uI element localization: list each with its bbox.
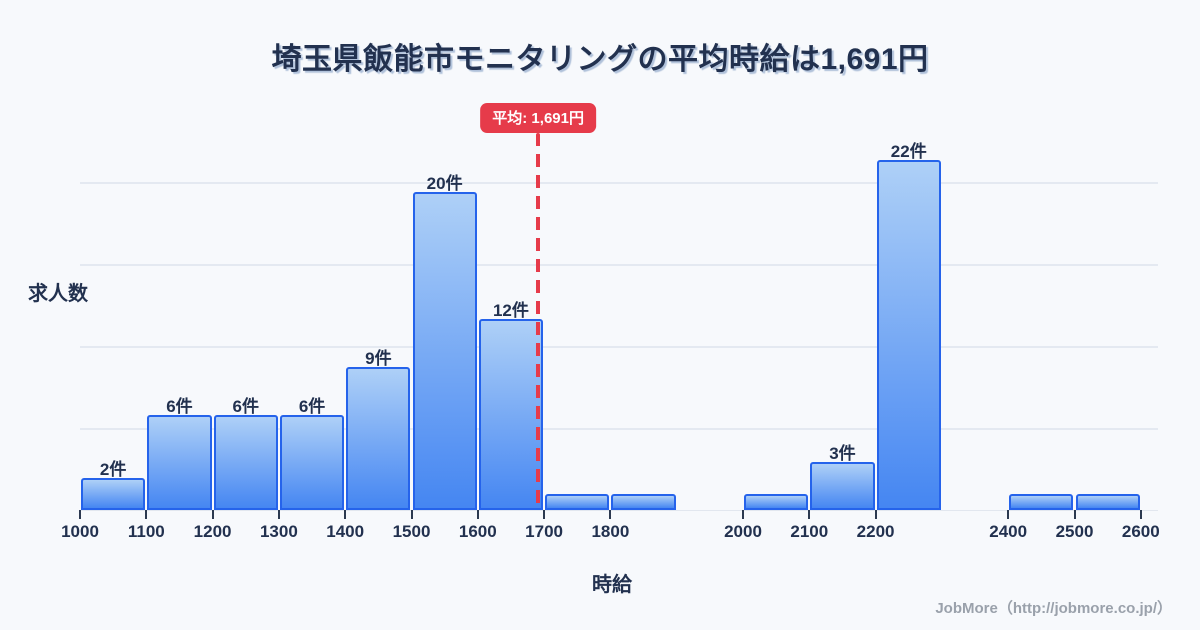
bar-1300-1400 [279,414,345,510]
x-tick-2200 [874,510,877,519]
x-tick-2000 [742,510,744,519]
x-tick-1500 [410,510,413,519]
x-axis-label: 時給 [592,574,632,596]
bar-label-1200-1300: 6件 [232,396,259,416]
x-tick-label-1500: 1500 [392,522,431,541]
bar-label-1300-1400: 6件 [298,396,326,416]
bar-label-2100-2200: 3件 [829,444,856,464]
x-tick-label-2600: 2600 [1121,522,1160,541]
bar-1800-1900 [611,494,676,510]
y-gridline-15 [80,263,1158,266]
y-gridline-20 [80,182,1158,184]
bar-1600-1700 [478,319,544,510]
bar-label-1500-1600: 20件 [426,174,463,193]
x-tick-1800 [609,510,612,519]
x-tick-label-1200: 1200 [193,522,232,541]
x-tick-label-1100: 1100 [127,522,165,541]
x-tick-1400 [344,510,347,519]
x-tick-label-1300: 1300 [259,522,298,541]
x-axis-baseline [80,510,1158,511]
bar-2200-2300 [876,160,941,510]
x-tick-label-2400: 2400 [989,522,1028,541]
x-tick-label-2100: 2100 [790,522,829,541]
bar-1000-1100 [81,478,146,510]
bar-label-2200-2300: 22件 [890,142,927,162]
x-tick-label-1800: 1800 [591,522,630,541]
average-badge: 平均: 1,691円 [480,103,596,133]
footer-credit: JobMore（http://jobmore.co.jp/） [935,600,1172,617]
x-tick-1700 [543,510,546,519]
x-tick-label-1600: 1600 [458,522,497,541]
y-gridline-5 [80,427,1158,430]
bar-label-1100-1200: 6件 [166,396,193,416]
x-tick-label-2200: 2200 [856,522,895,541]
bar-1700-1800 [545,494,610,510]
y-gridline-10 [80,345,1158,348]
page-title: 埼玉県飯能市モニタリングの平均時給は1,691円 [271,43,929,76]
bar-2000-2100 [744,494,809,510]
x-tick-2600 [1139,510,1142,519]
bar-2400-2500 [1009,494,1074,510]
x-tick-1600 [476,510,479,519]
bar-2500-2600 [1075,494,1140,510]
x-tick-label-1000: 1000 [61,522,99,541]
x-tick-1000 [79,510,81,519]
bar-1500-1600 [412,192,477,510]
bar-1400-1500 [346,366,411,510]
bar-label-1000-1100: 2件 [99,460,127,480]
y-axis-label: 求人数 [28,283,88,305]
x-tick-1300 [277,510,280,519]
bar-2100-2200 [810,462,875,510]
x-tick-2100 [808,510,811,519]
bar-1200-1300 [213,414,278,510]
x-tick-label-1700: 1700 [525,522,564,541]
x-tick-2400 [1007,510,1010,519]
average-line [536,133,541,510]
x-tick-label-2500: 2500 [1055,522,1094,541]
bar-label-1400-1500: 9件 [365,348,392,368]
x-tick-1200 [211,510,214,519]
x-tick-label-1400: 1400 [326,522,365,541]
bar-1100-1200 [147,414,212,510]
x-tick-1100 [145,510,148,519]
x-tick-2500 [1073,510,1076,519]
bar-label-1600-1700: 12件 [492,301,529,321]
x-tick-label-2000: 2000 [724,522,762,541]
